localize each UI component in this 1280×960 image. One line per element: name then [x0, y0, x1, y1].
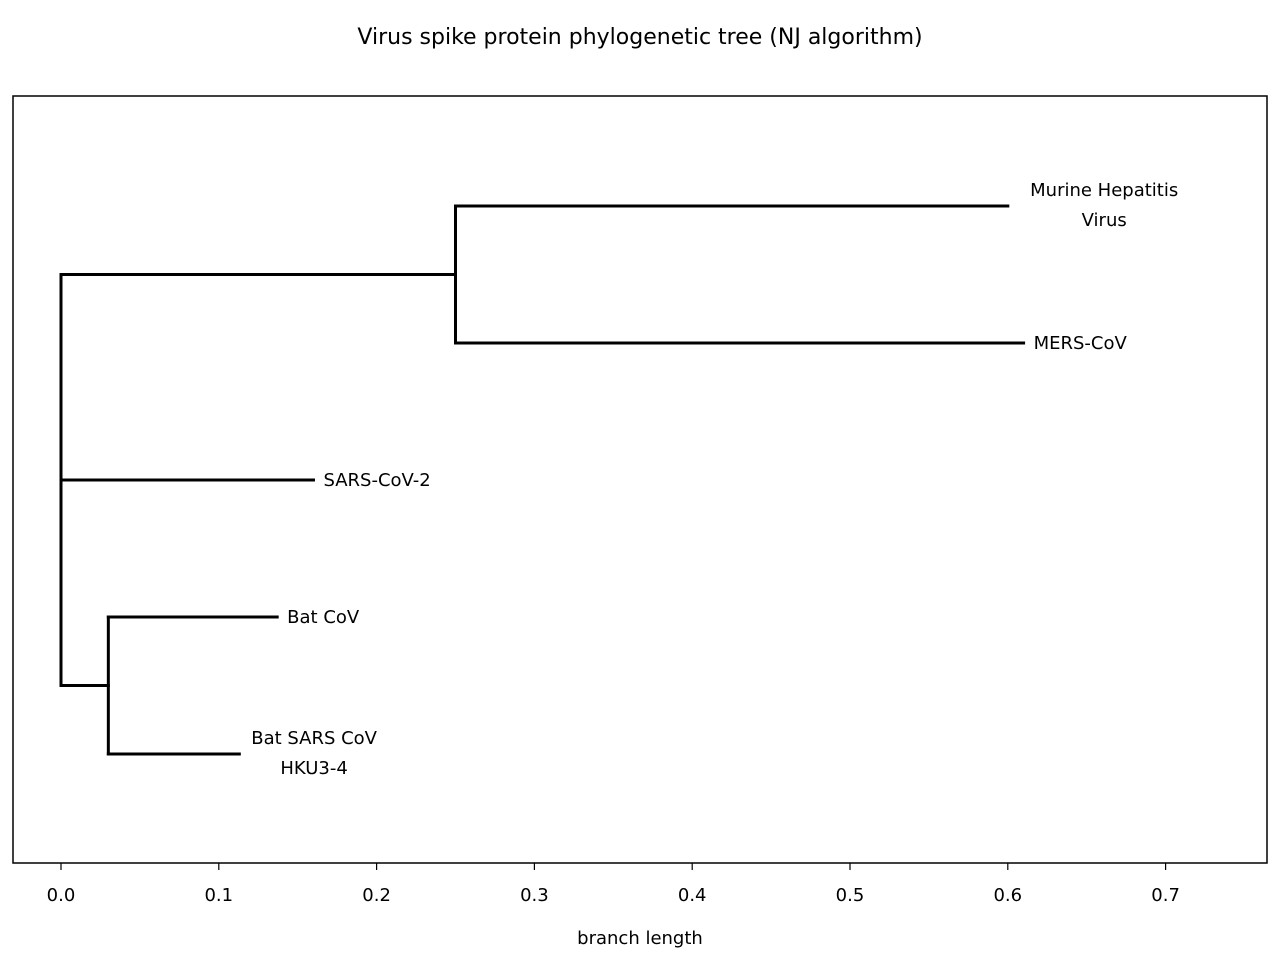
leaf-label-line: Virus	[1082, 210, 1127, 231]
leaf-label-line: Murine Hepatitis	[1030, 180, 1178, 201]
leaf-label-batcov: Bat CoV	[287, 607, 360, 628]
x-axis: 0.0 0.1 0.2 0.3 0.4 0.5 0.6 0.7	[47, 863, 1180, 906]
leaf-label-mers: MERS-CoV	[1034, 333, 1128, 354]
x-tick-label: 0.0	[47, 885, 76, 906]
x-tick-label: 0.5	[836, 885, 865, 906]
x-tick-label: 0.2	[362, 885, 391, 906]
chart-title: Virus spike protein phylogenetic tree (N…	[357, 25, 922, 50]
tree-branches	[59, 204, 1026, 756]
leaf-label-line: Bat SARS CoV	[251, 728, 377, 749]
leaf-label-hku3: Bat SARS CoV HKU3-4	[251, 728, 377, 779]
x-tick-label: 0.7	[1151, 885, 1180, 906]
leaf-label-line: HKU3-4	[280, 758, 347, 779]
x-tick-label: 0.3	[520, 885, 549, 906]
x-axis-label: branch length	[577, 928, 703, 949]
leaf-labels: Murine Hepatitis Virus MERS-CoV SARS-CoV-2 B…	[251, 180, 1178, 779]
x-tick-label: 0.6	[993, 885, 1022, 906]
leaf-label-mhv: Murine Hepatitis Virus	[1030, 180, 1178, 231]
x-tick-label: 0.1	[204, 885, 233, 906]
x-tick-label: 0.4	[678, 885, 707, 906]
plot-frame	[12, 95, 1268, 864]
leaf-label-sars2: SARS-CoV-2	[323, 470, 430, 491]
